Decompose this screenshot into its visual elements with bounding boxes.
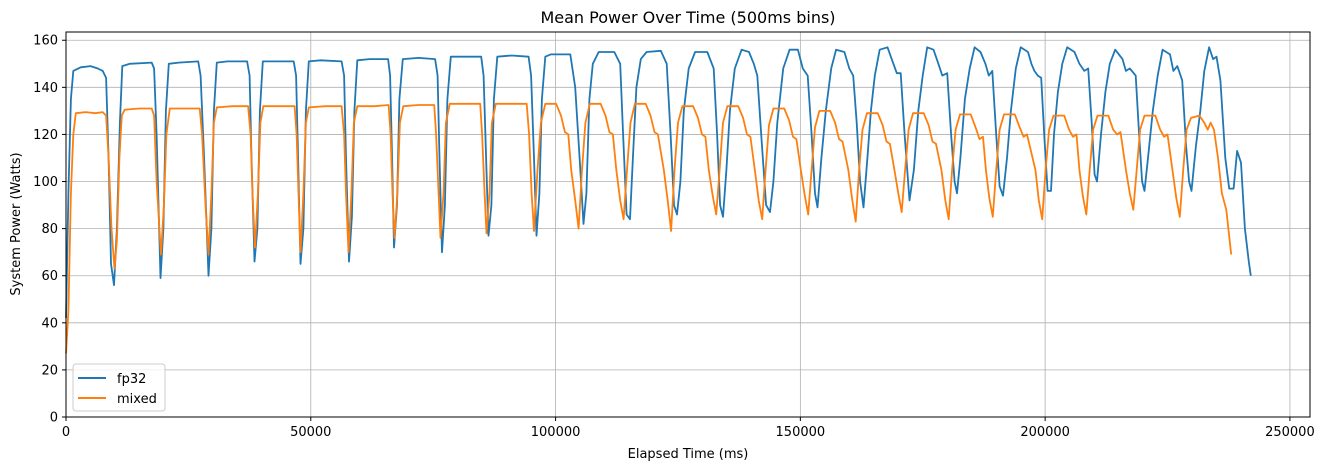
- grid: [65, 32, 1310, 418]
- y-tick-label: 160: [33, 34, 58, 49]
- chart-title: Mean Power Over Time (500ms bins): [540, 8, 835, 27]
- y-tick-label: 120: [33, 128, 58, 143]
- legend-label-mixed: mixed: [117, 392, 157, 407]
- x-axis-label: Elapsed Time (ms): [628, 447, 749, 462]
- y-tick-label: 60: [41, 269, 58, 284]
- y-tick-label: 0: [50, 411, 58, 426]
- y-tick-label: 100: [33, 175, 58, 190]
- legend: fp32 mixed: [72, 363, 166, 412]
- x-tick-label: 200000: [1020, 425, 1070, 440]
- y-axis-label: System Power (Watts): [9, 152, 24, 295]
- y-tick-label: 80: [41, 222, 58, 237]
- y-tick-label: 140: [33, 81, 58, 96]
- x-tick-label: 250000: [1265, 425, 1315, 440]
- x-tick-label: 50000: [290, 425, 331, 440]
- legend-box: [72, 363, 166, 412]
- x-tick-label: 150000: [776, 425, 826, 440]
- y-tick-label: 40: [41, 316, 58, 331]
- x-tick-label: 100000: [531, 425, 581, 440]
- series-lines: [65, 46, 1252, 354]
- plot-frame: [65, 31, 1311, 418]
- ticks: 0 50000 100000 150000 200000 250000 0 20 40 60 80 1…: [33, 34, 1315, 440]
- legend-label-fp32: fp32: [117, 372, 146, 387]
- series-line-mixed: [65, 102, 1233, 354]
- y-tick-label: 20: [41, 363, 58, 378]
- x-tick-label: 0: [62, 425, 70, 440]
- series-line-fp32: [65, 46, 1252, 319]
